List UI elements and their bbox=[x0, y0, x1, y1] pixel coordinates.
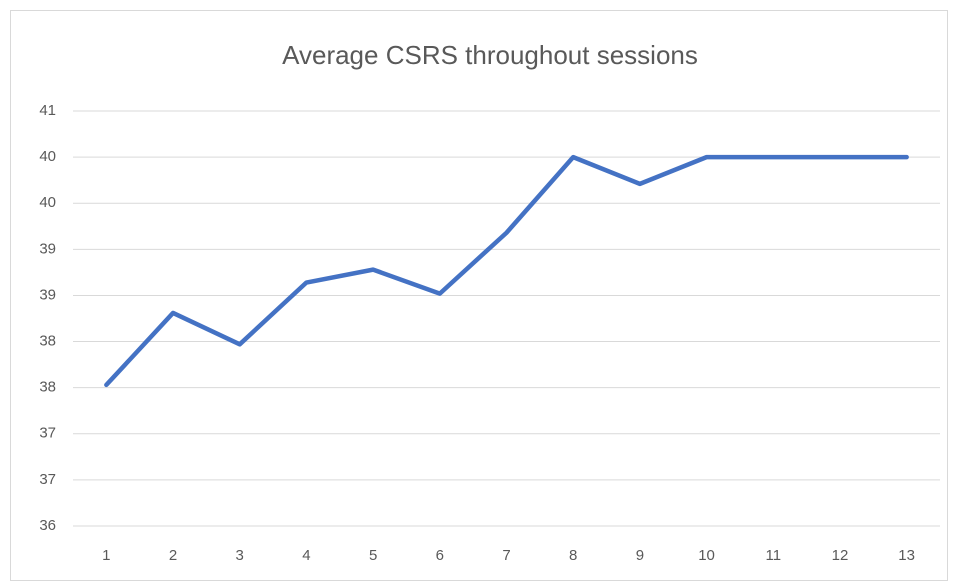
y-tick-label: 41 bbox=[39, 102, 56, 119]
y-tick-label: 39 bbox=[39, 286, 56, 303]
x-tick-label: 13 bbox=[898, 547, 915, 564]
x-tick-label: 6 bbox=[436, 547, 444, 564]
y-tick-label: 40 bbox=[39, 148, 56, 165]
x-tick-label: 9 bbox=[636, 547, 644, 564]
y-tick-label: 37 bbox=[39, 425, 56, 442]
y-tick-label: 40 bbox=[39, 194, 56, 211]
y-tick-label: 38 bbox=[39, 333, 56, 350]
y-tick-label: 39 bbox=[39, 240, 56, 257]
x-tick-label: 8 bbox=[569, 547, 577, 564]
x-tick-label: 4 bbox=[302, 547, 310, 564]
line-series bbox=[104, 154, 909, 388]
x-tick-label: 7 bbox=[502, 547, 510, 564]
x-tick-label: 12 bbox=[832, 547, 849, 564]
y-tick-label: 37 bbox=[39, 471, 56, 488]
x-tick-label: 10 bbox=[698, 547, 715, 564]
x-tick-label: 5 bbox=[369, 547, 377, 564]
y-tick-label: 38 bbox=[39, 379, 56, 396]
x-tick-label: 3 bbox=[236, 547, 244, 564]
x-tick-label: 1 bbox=[102, 547, 110, 564]
y-tick-label: 36 bbox=[39, 517, 56, 534]
chart-title: Average CSRS throughout sessions bbox=[282, 40, 698, 70]
x-tick-label: 2 bbox=[169, 547, 177, 564]
x-tick-label: 11 bbox=[765, 547, 781, 564]
